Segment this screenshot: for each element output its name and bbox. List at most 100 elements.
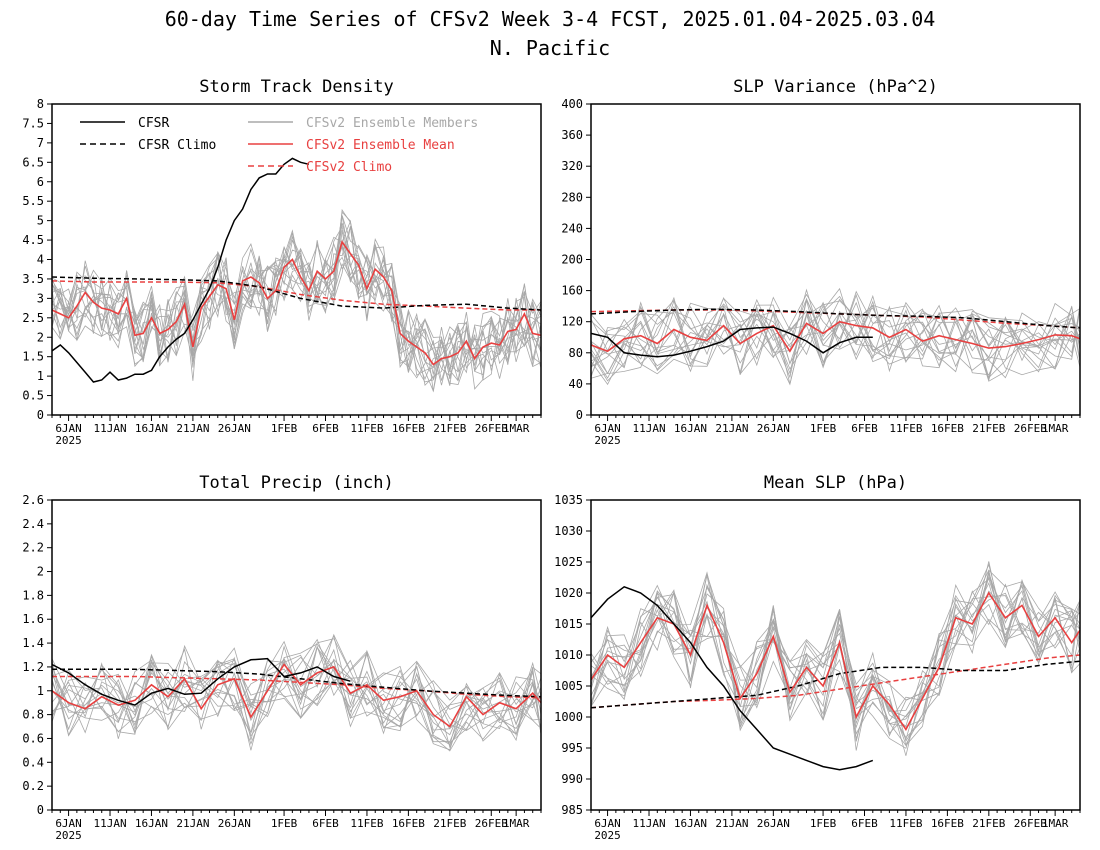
y-tick-label: 0 xyxy=(576,408,583,422)
y-tick-label: 360 xyxy=(561,128,583,142)
x-year-label: 2025 xyxy=(55,434,82,447)
y-tick-label: 1.2 xyxy=(22,660,44,674)
ensemble-member-line xyxy=(51,215,542,377)
figure-subtitle: N. Pacific xyxy=(490,36,610,60)
y-tick-label: 280 xyxy=(561,190,583,204)
x-tick-label: 21FEB xyxy=(972,817,1005,830)
y-tick-label: 2.5 xyxy=(22,311,44,325)
panel-title: Mean SLP (hPa) xyxy=(764,473,907,493)
ensemble-member-line xyxy=(590,300,1081,380)
y-tick-label: 7 xyxy=(37,136,44,150)
ensemble-member-line xyxy=(51,638,542,734)
x-tick-label: 1FEB xyxy=(810,422,837,435)
y-tick-label: 990 xyxy=(561,772,583,786)
ensemble-member-line xyxy=(51,232,542,387)
x-tick-label: 1MAR xyxy=(503,817,530,830)
y-tick-label: 2 xyxy=(37,330,44,344)
ensemble-member-line xyxy=(51,640,542,743)
ensemble-member-line xyxy=(51,208,542,385)
x-tick-label: 11FEB xyxy=(889,817,922,830)
x-tick-label: 11JAN xyxy=(93,422,126,435)
y-tick-label: 1.6 xyxy=(22,612,44,626)
x-tick-label: 11JAN xyxy=(632,817,665,830)
series-cfsr-climo xyxy=(590,308,1081,329)
figure-title: 60-day Time Series of CFSv2 Week 3-4 FCS… xyxy=(165,7,936,31)
x-tick-label: 6JAN xyxy=(55,817,82,830)
x-tick-label: 16FEB xyxy=(931,817,964,830)
y-tick-label: 2.4 xyxy=(22,517,44,531)
x-tick-label: 26FEB xyxy=(1014,422,1047,435)
x-tick-label: 6FEB xyxy=(312,422,339,435)
x-tick-label: 11JAN xyxy=(93,817,126,830)
x-tick-label: 16JAN xyxy=(674,817,707,830)
x-tick-label: 21JAN xyxy=(176,422,209,435)
ensemble-member-line xyxy=(51,643,542,746)
x-tick-label: 16FEB xyxy=(931,422,964,435)
y-tick-label: 8 xyxy=(37,97,44,111)
x-tick-label: 11JAN xyxy=(632,422,665,435)
y-tick-label: 4.5 xyxy=(22,233,44,247)
y-tick-label: 5 xyxy=(37,214,44,228)
x-tick-label: 26JAN xyxy=(757,817,790,830)
y-tick-label: 985 xyxy=(561,803,583,817)
x-tick-label: 21JAN xyxy=(176,817,209,830)
ensemble-member-line xyxy=(590,590,1081,741)
y-tick-label: 2 xyxy=(37,565,44,579)
x-tick-label: 26FEB xyxy=(475,817,508,830)
y-tick-label: 995 xyxy=(561,741,583,755)
ensemble-member-line xyxy=(590,298,1081,382)
y-tick-label: 0 xyxy=(37,408,44,422)
y-tick-label: 1010 xyxy=(554,648,583,662)
x-tick-label: 21JAN xyxy=(715,817,748,830)
series-cfsr xyxy=(51,657,351,706)
y-tick-label: 1015 xyxy=(554,617,583,631)
y-tick-label: 0.4 xyxy=(22,755,44,769)
y-tick-label: 1030 xyxy=(554,524,583,538)
ensemble-member-line xyxy=(590,597,1081,747)
x-tick-label: 6FEB xyxy=(312,817,339,830)
legend-label: CFSv2 Ensemble Mean xyxy=(306,138,455,153)
series-cfsr xyxy=(590,585,874,771)
x-tick-label: 6FEB xyxy=(851,817,878,830)
panel-title: SLP Variance (hPa^2) xyxy=(733,77,938,97)
x-tick-label: 11FEB xyxy=(350,422,383,435)
x-tick-label: 1MAR xyxy=(1042,422,1069,435)
ensemble-member-line xyxy=(51,646,542,735)
x-tick-label: 26JAN xyxy=(218,817,251,830)
x-tick-label: 1FEB xyxy=(271,422,298,435)
x-tick-label: 6JAN xyxy=(55,422,82,435)
ensemble-member-line xyxy=(590,561,1081,729)
panel-mean-slp: Mean SLP (hPa) 985 990 995 1000 1005 1010 1015 1… xyxy=(554,473,1081,842)
y-tick-label: 1.4 xyxy=(22,636,44,650)
panel-title: Storm Track Density xyxy=(199,77,393,97)
y-tick-label: 0 xyxy=(37,803,44,817)
series-cfsr xyxy=(51,157,310,383)
ensemble-member-line xyxy=(51,226,542,372)
legend: CFSR CFSR Climo CFSv2 Ensemble Members CFSv… xyxy=(80,116,478,175)
ensemble-member-line xyxy=(51,225,542,380)
x-tick-label: 16JAN xyxy=(135,817,168,830)
y-tick-label: 240 xyxy=(561,221,583,235)
y-tick-label: 2.2 xyxy=(22,541,44,555)
y-tick-label: 5.5 xyxy=(22,194,44,208)
ensemble-member-line xyxy=(51,638,542,745)
ensemble-member-line xyxy=(51,646,542,747)
x-tick-label: 21FEB xyxy=(972,422,1005,435)
ensemble-member-line xyxy=(51,657,542,751)
series-cfsr-climo xyxy=(52,668,542,698)
y-tick-label: 7.5 xyxy=(22,116,44,130)
y-tick-label: 6 xyxy=(37,175,44,189)
y-tick-label: 1.8 xyxy=(22,588,44,602)
legend-label: CFSv2 Climo xyxy=(306,160,392,175)
y-tick-label: 1020 xyxy=(554,586,583,600)
x-tick-label: 26FEB xyxy=(1014,817,1047,830)
y-tick-label: 120 xyxy=(561,315,583,329)
y-tick-label: 6.5 xyxy=(22,155,44,169)
panel-total-precip: Total Precip (inch) 0 0.2 0.4 0.6 0.8 1 1.2 1.4 1… xyxy=(22,473,542,842)
y-tick-label: 1 xyxy=(37,369,44,383)
ensemble-member-line xyxy=(51,656,542,752)
y-tick-label: 200 xyxy=(561,253,583,267)
y-tick-label: 4 xyxy=(37,253,44,267)
x-year-label: 2025 xyxy=(594,829,621,842)
